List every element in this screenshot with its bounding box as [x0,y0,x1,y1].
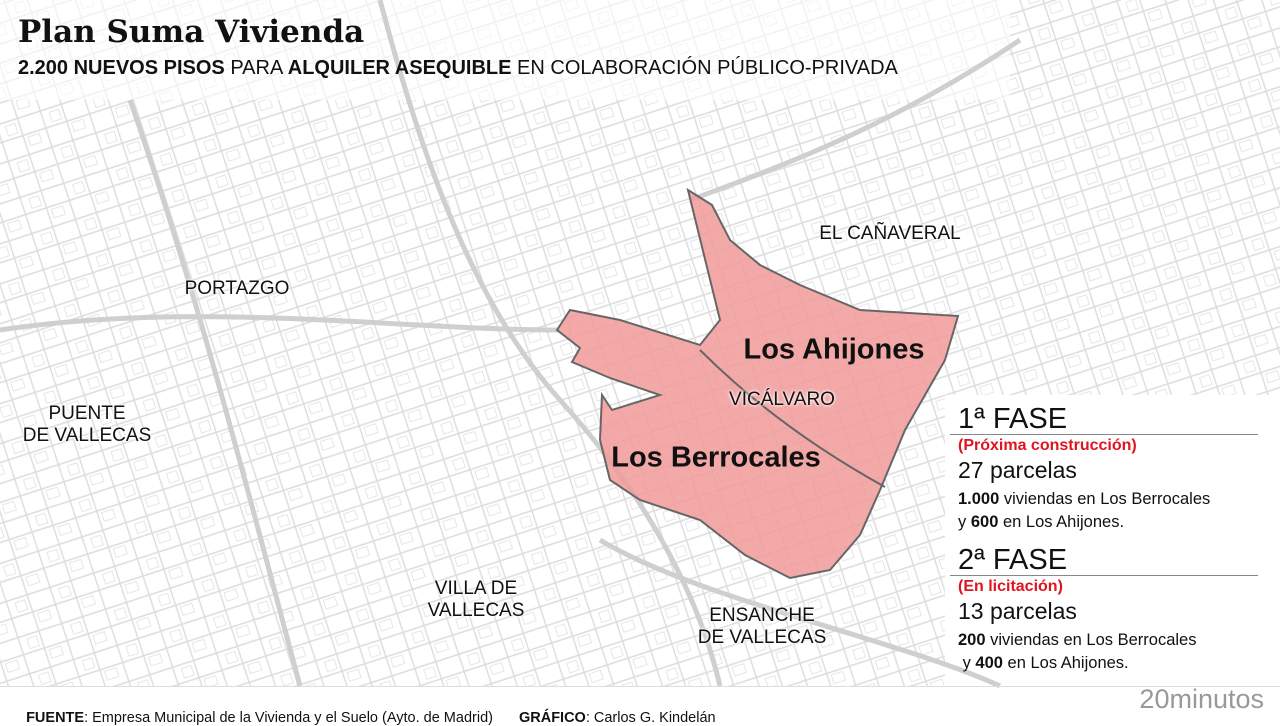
place-label: EL CAÑAVERAL [819,223,961,245]
text-run: y [958,654,976,672]
detail-line: 200 viviendas en Los Berrocales [958,629,1258,652]
place-label: VICÁLVARO [729,389,835,411]
place-label: VILLA DE VALLECAS [428,578,525,622]
roads [0,0,1022,689]
credit: : Carlos G. Kindelán [585,710,716,726]
text-run: 2.200 NUEVOS PISOS [18,57,225,79]
text-run: 1.000 [958,490,1000,508]
phase-status: (Próxima construcción) [958,437,1137,454]
phase: 2ª FASE (En licitación) 13 parcelas 200 viv… [950,545,1258,675]
text-run: PARA [224,57,288,79]
place-line: PUENTE [48,403,126,424]
place-line: PORTAZGO [184,278,290,299]
logo: 20minutos [1139,684,1264,714]
phase-plots: 27 parcelas [958,457,1077,483]
phase-details: 1.000 viviendas en Los Berrocales y 600 e… [950,488,1258,534]
detail-line: 1.000 viviendas en Los Berrocales [958,488,1258,511]
footer: FUENTE: Empresa Municipal de la Vivienda… [18,694,716,726]
detail-line: y 400 en Los Ahijones. [958,652,1258,675]
place-line: DE VALLECAS [22,425,152,446]
area-divider [699,349,886,488]
text-run: EN COLABORACIÓN PÚBLICO-PRIVADA [511,57,898,79]
area-polygon [555,187,960,580]
text-run: 400 [975,654,1003,672]
source: : Empresa Municipal de la Vivienda y el … [84,710,493,726]
phase-title: 1ª FASE [950,404,1258,435]
source-label: FUENTE [26,710,85,726]
phase-details: 200 viviendas en Los Berrocales y 400 en… [950,629,1258,675]
place-label: PUENTE DE VALLECAS [23,403,151,447]
phase: 1ª FASE (Próxima construcción) 27 parcelas… [950,404,1258,534]
place-line: ENSANCHE [709,605,815,626]
place-line: VILLA DE [434,578,518,599]
phase-plots: 13 parcelas [958,598,1077,624]
divider [0,686,1280,687]
credit-label: GRÁFICO [518,710,586,726]
title: Plan Suma Vivienda [18,14,365,50]
header-fade [0,0,1010,100]
detail-line: y 600 en Los Ahijones. [958,511,1258,534]
place-label: PORTAZGO [185,278,290,300]
panel-bg [945,395,1280,686]
text-run: ALQUILER ASEQUIBLE [287,57,512,79]
area-label: Los Ahijones [743,333,925,366]
subtitle: 2.200 NUEVOS PISOS PARA ALQUILER ASEQUIB… [18,57,898,80]
area-label: Los Berrocales [611,441,821,474]
text-run: 200 [958,631,986,649]
place-line: EL CAÑAVERAL [819,223,961,244]
phase-status: (En licitación) [958,578,1063,595]
place-line: VALLECAS [427,600,525,621]
place-label: ENSANCHE DE VALLECAS [698,605,826,649]
text-run: en Los Ahijones. [1002,654,1129,672]
text-run: viviendas en Los Berrocales [985,631,1197,649]
place-line: VICÁLVARO [729,389,835,410]
text-run: en Los Ahijones. [998,513,1125,531]
place-line: DE VALLECAS [697,627,827,648]
text-run: 600 [970,513,999,531]
text-run: viviendas en Los Berrocales [999,490,1211,508]
phase-title: 2ª FASE [950,545,1258,576]
text-run: y [958,513,971,531]
